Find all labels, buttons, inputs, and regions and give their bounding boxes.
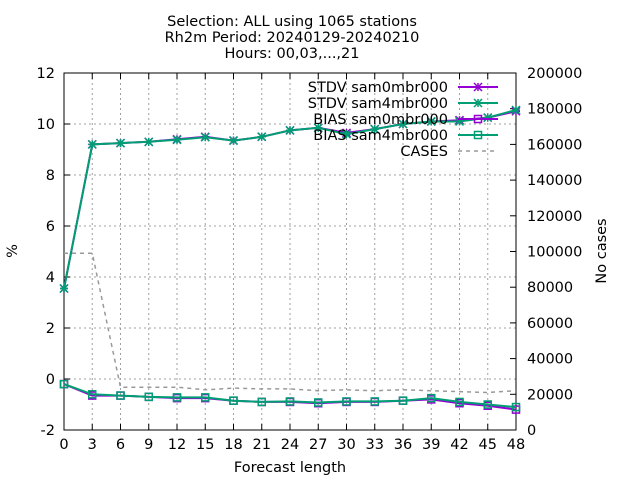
x-tick-label: 36 xyxy=(394,437,412,453)
data-point xyxy=(144,137,154,147)
data-point xyxy=(370,397,379,406)
data-point xyxy=(201,393,210,402)
legend-label: STDV sam4mbr000 xyxy=(308,96,448,112)
x-tick-label: 27 xyxy=(309,437,327,453)
data-point xyxy=(200,132,210,142)
x-tick-label: 9 xyxy=(144,437,153,453)
data-point xyxy=(229,396,238,405)
data-point xyxy=(116,391,125,400)
x-tick-label: 12 xyxy=(168,437,186,453)
y2-tick-label: 40000 xyxy=(527,352,573,368)
series-line-4 xyxy=(64,252,517,394)
data-point xyxy=(511,402,521,412)
data-point xyxy=(427,393,436,403)
data-point xyxy=(370,124,380,134)
data-point xyxy=(341,129,352,139)
data-point xyxy=(59,379,69,389)
x-tick-label: 3 xyxy=(88,437,97,453)
x-tick-label: 33 xyxy=(366,437,384,453)
y2-tick-label: 200000 xyxy=(527,66,582,82)
x-tick-label: 18 xyxy=(224,437,242,453)
data-point xyxy=(426,116,436,126)
y2-tick-label: 100000 xyxy=(527,245,582,261)
x-tick-label: 21 xyxy=(253,437,271,453)
y-axis-label: % xyxy=(5,244,21,258)
y-tick-label: 6 xyxy=(46,219,55,235)
legend-label: CASES xyxy=(400,144,448,160)
data-point xyxy=(172,135,182,145)
x-tick-label: 42 xyxy=(450,437,468,453)
axis-ticks: 0 3 6 9 12 15 18 21 24 27 30 33 36 39 42 45 48-202468101… xyxy=(37,66,583,453)
x-tick-label: 15 xyxy=(196,437,214,453)
data-point xyxy=(313,123,323,133)
y-tick-label: 0 xyxy=(46,372,55,388)
y2-tick-label: 20000 xyxy=(527,387,573,403)
title-line-3: Hours: 00,03,...,21 xyxy=(225,46,360,62)
data-point xyxy=(285,125,295,135)
data-point xyxy=(228,136,239,146)
legend-label: BIAS sam4mbr000 xyxy=(313,128,448,144)
y2-tick-label: 180000 xyxy=(527,102,582,118)
x-axis-label: Forecast length xyxy=(234,460,346,476)
series-group xyxy=(59,105,521,414)
y-tick-label: 2 xyxy=(46,321,55,337)
data-point xyxy=(398,119,408,129)
y2-tick-label: 0 xyxy=(527,423,536,439)
data-point xyxy=(342,397,351,406)
x-tick-label: 39 xyxy=(422,437,440,453)
y2-axis-label: No cases xyxy=(594,218,610,283)
y-tick-label: 10 xyxy=(37,117,55,133)
y-tick-label: 4 xyxy=(46,270,55,286)
y2-tick-label: 160000 xyxy=(527,137,582,153)
chart-title: Selection: ALL using 1065 stations Rh2m … xyxy=(165,14,420,62)
grid-lines xyxy=(64,73,516,430)
title-line-1: Selection: ALL using 1065 stations xyxy=(167,14,417,30)
data-point xyxy=(88,390,97,399)
y2-tick-label: 120000 xyxy=(527,209,582,225)
y2-tick-label: 140000 xyxy=(527,173,582,189)
series-line-3 xyxy=(63,383,517,409)
legend-marker xyxy=(473,130,483,140)
legend-label: BIAS sam0mbr000 xyxy=(313,112,448,128)
y-tick-label: 12 xyxy=(37,66,55,82)
data-point xyxy=(115,138,126,148)
data-point xyxy=(511,105,521,115)
y2-tick-label: 60000 xyxy=(527,316,573,332)
legend-marker xyxy=(473,98,483,108)
y-tick-label: -2 xyxy=(41,423,55,439)
data-point xyxy=(59,283,69,294)
y-tick-label: 8 xyxy=(46,168,55,184)
data-point xyxy=(257,132,267,142)
data-point xyxy=(87,139,97,149)
title-line-2: Rh2m Period: 20240129-20240210 xyxy=(165,30,420,46)
data-point xyxy=(398,396,408,405)
data-point xyxy=(285,397,295,406)
data-point xyxy=(144,392,153,402)
x-tick-label: 45 xyxy=(479,437,497,453)
x-tick-label: 24 xyxy=(281,437,299,453)
legend-label: STDV sam0mbr000 xyxy=(308,80,448,96)
legend-marker xyxy=(473,114,483,124)
data-point xyxy=(483,400,492,409)
legend-marker xyxy=(473,82,483,92)
x-tick-label: 48 xyxy=(507,437,525,453)
x-tick-label: 30 xyxy=(337,437,355,453)
data-point xyxy=(257,397,266,407)
x-tick-label: 0 xyxy=(59,437,68,453)
data-point xyxy=(483,113,493,123)
y2-tick-label: 80000 xyxy=(527,280,573,296)
x-tick-label: 6 xyxy=(116,437,125,453)
data-point xyxy=(455,397,464,407)
data-point xyxy=(314,398,323,407)
data-point xyxy=(172,393,182,402)
